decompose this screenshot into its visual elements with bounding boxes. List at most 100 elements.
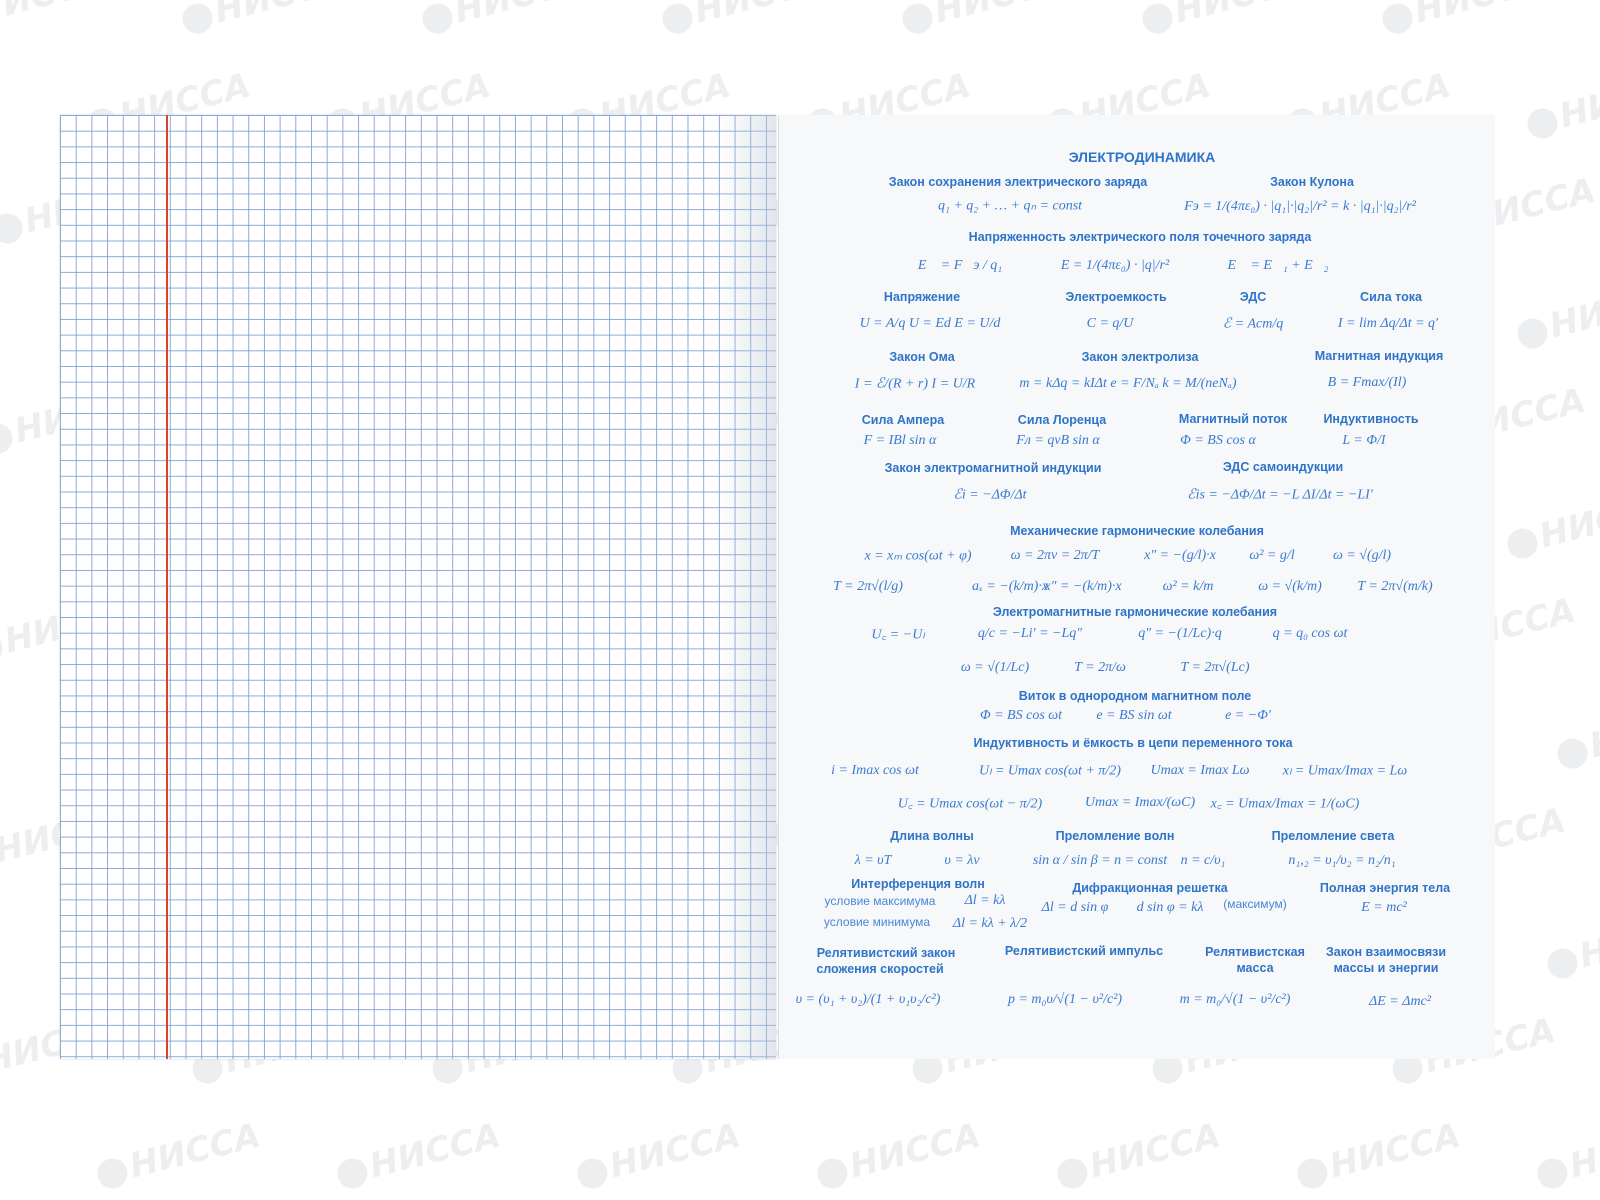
formula: m = kΔq = kIΔt e = F/Nₐ k = M/(neNₐ) xyxy=(1019,376,1237,391)
section-heading: Электромагнитные гармонические колебания xyxy=(992,605,1278,619)
formula: Fл = qvB sin α xyxy=(1016,433,1100,448)
watermark-logo: НИССА xyxy=(1138,0,1309,40)
spine-shadow xyxy=(716,115,776,1059)
watermark-logo: НИССА xyxy=(1553,695,1600,774)
watermark-logo: НИССА xyxy=(333,1115,504,1194)
formula: Φ = BS cos α xyxy=(1180,433,1256,448)
section-heading: Длина волны xyxy=(890,829,974,843)
formula: aₓ = −(k/m)·x xyxy=(971,579,1049,594)
section-heading: сложения скоростей xyxy=(816,962,944,976)
formula: q = q₀ cos ωt xyxy=(1272,626,1348,641)
formula: ω = 2πν = 2π/T xyxy=(1010,548,1100,563)
formula: λ = υT xyxy=(854,853,892,868)
formula: m = m₀/√(1 − υ²/c²) xyxy=(1179,992,1291,1007)
watermark-logo: НИССА xyxy=(418,0,589,40)
formula: e = BS sin ωt xyxy=(1096,708,1172,723)
watermark-logo: НИССА xyxy=(178,0,349,40)
formula: q₁ + q₂ + … + qₙ = const xyxy=(937,198,1083,214)
watermark-logo: НИССА xyxy=(573,1115,744,1194)
watermark-logo: НИССА xyxy=(1543,905,1600,984)
section-heading: Сила тока xyxy=(1360,290,1422,304)
formula: Umax = Imax Lω xyxy=(1150,763,1250,778)
section-heading: Напряжение xyxy=(883,290,961,304)
formula: Δl = kλ + λ/2 xyxy=(952,916,1028,931)
section-heading: ЭДС самоиндукции xyxy=(1222,460,1344,474)
section-heading: Полная энергия тела xyxy=(1319,881,1451,895)
formula: sin α / sin β = n = const xyxy=(1032,853,1168,868)
formula: ℰ = Aст/q xyxy=(1222,316,1284,332)
formula: ℰis = −ΔΦ/Δt = −L ΔI/Δt = −LI′ xyxy=(1187,487,1373,503)
formula: T = 2π√(m/k) xyxy=(1357,579,1433,594)
watermark-logo: НИССА xyxy=(1293,1115,1464,1194)
formula: x꜀ = Umax/Imax = 1/(ωC) xyxy=(1210,796,1360,812)
section-heading: Закон Кулона xyxy=(1270,175,1354,189)
section-heading: Сила Ампера xyxy=(861,413,945,427)
section-heading: Закон Ома xyxy=(889,350,955,364)
watermark-logo: НИССА xyxy=(1503,485,1600,564)
section-heading: Магнитный поток xyxy=(1178,412,1288,426)
section-heading: Индуктивность xyxy=(1323,412,1419,426)
formula: U꜀ = Umax cos(ωt − π/2) xyxy=(897,796,1043,812)
formula: ℰi = −ΔΦ/Δt xyxy=(953,487,1027,503)
section-heading: Индуктивность и ёмкость в цепи переменно… xyxy=(973,736,1293,750)
formula: C = q/U xyxy=(1086,316,1134,331)
watermark-logo: НИССА xyxy=(1513,275,1600,354)
formula: Δl = kλ xyxy=(964,893,1006,908)
watermark-logo: НИССА xyxy=(93,1115,264,1194)
watermark-logo: НИССА xyxy=(1533,1115,1600,1194)
formula: xₗ = Umax/Imax = Lω xyxy=(1282,763,1408,779)
section-heading: Дифракционная решетка xyxy=(1072,881,1228,895)
section-heading: Закон сохранения электрического заряда xyxy=(888,175,1148,189)
section-heading: Релятивистский закон xyxy=(816,946,956,960)
formula: υ = (υ₁ + υ₂)/(1 + υ₁υ₂/c²) xyxy=(795,992,941,1007)
formula: n = c/υ₁ xyxy=(1180,853,1226,868)
watermark-logo: НИССА xyxy=(1523,65,1600,144)
formula: d sin φ = kλ xyxy=(1136,900,1204,915)
formula: ω = √(1/Lc) xyxy=(960,660,1030,675)
formula: Δl = d sin φ xyxy=(1041,900,1109,915)
formula: ω² = g/l xyxy=(1249,548,1295,563)
section-heading: Виток в однородном магнитном поле xyxy=(1018,689,1252,703)
formula: Umax = Imax/(ωC) xyxy=(1084,795,1196,810)
formula: I = ℰ/(R + r) I = U/R xyxy=(854,376,976,392)
watermark-logo: НИССА xyxy=(813,1115,984,1194)
formula: e = −Φ′ xyxy=(1225,708,1271,723)
formula: x″ = −(k/m)·x xyxy=(1044,579,1122,594)
formula: L = Φ/I xyxy=(1342,433,1386,448)
section-heading: Интерференция волн xyxy=(851,877,985,891)
formula: q/c = −Li′ = −Lq″ xyxy=(977,626,1083,641)
formula: n₁,₂ = υ₁/υ₂ = n₂/n₁ xyxy=(1288,853,1396,868)
formula: ω² = k/m xyxy=(1162,579,1214,594)
section-heading: Закон взаимосвязи xyxy=(1325,945,1447,959)
formula: E = mc² xyxy=(1361,900,1407,915)
section-heading: Магнитная индукция xyxy=(1314,349,1444,363)
section-heading: Закон электромагнитной индукции xyxy=(884,461,1102,475)
formula: υ = λν xyxy=(944,853,980,868)
watermark-logo: НИССА xyxy=(898,0,1069,40)
watermark-logo: НИССА xyxy=(1378,0,1549,40)
formula: U = A/q U = Ed E = U/d xyxy=(859,316,1001,331)
formula: B = Fmax/(Il) xyxy=(1327,375,1407,390)
section-heading: Электроемкость xyxy=(1065,290,1167,304)
section-heading: масса xyxy=(1236,961,1274,975)
formula: T = 2π√(l/g) xyxy=(833,579,903,594)
section-heading: Преломление волн xyxy=(1055,829,1175,843)
section-heading: Сила Лоренца xyxy=(1017,413,1107,427)
section-heading: Релятивистский импульс xyxy=(1004,944,1164,958)
grid-page xyxy=(60,115,776,1059)
formula: F = IBl sin α xyxy=(863,433,937,448)
formula: T = 2π√(Lc) xyxy=(1180,660,1250,675)
section-heading: Закон электролиза xyxy=(1081,350,1199,364)
margin-line xyxy=(166,115,168,1059)
formula-note: условие максимума xyxy=(824,894,936,908)
formula-page xyxy=(778,115,1495,1059)
formula: ΔE = Δmc² xyxy=(1369,994,1431,1009)
section-heading: Преломление света xyxy=(1271,829,1395,843)
formula: E⃗ = F⃗э / q₁ xyxy=(917,258,1003,273)
formula: ω = √(g/l) xyxy=(1332,548,1392,563)
watermark-logo: НИССА xyxy=(658,0,829,40)
formula: Fэ = 1/(4πε₀) · |q₁|·|q₂|/r² = k · |q₁|·… xyxy=(1184,199,1416,214)
page-title: ЭЛЕКТРОДИНАМИКА xyxy=(1068,149,1216,165)
section-heading: Напряженность электрического поля точечн… xyxy=(968,230,1312,244)
formula: ω = √(k/m) xyxy=(1258,579,1322,594)
